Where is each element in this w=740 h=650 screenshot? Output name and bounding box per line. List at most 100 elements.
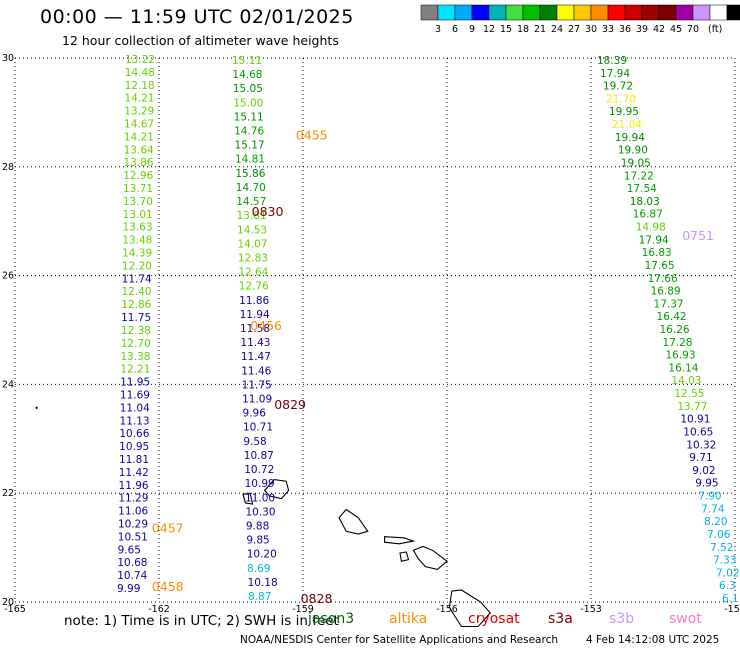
wave-height-value: 14.67 (124, 119, 154, 131)
wave-height-value: 11.75 (121, 312, 151, 324)
wave-height-value: 13.63 (122, 222, 152, 234)
wave-height-value: 12.18 (125, 80, 155, 92)
lat-tick-label: 20 (2, 597, 14, 608)
pass-time-label: 0458 (152, 579, 184, 594)
wave-height-value: 7.74 (701, 503, 725, 515)
island-outline (338, 508, 369, 535)
wave-height-value: 10.95 (119, 441, 149, 453)
wave-height-value: 6.3 (719, 580, 736, 592)
wave-height-value: 12.76 (239, 281, 269, 293)
wave-height-value: 19.72 (603, 81, 633, 93)
wave-height-value: 13.77 (677, 401, 707, 413)
wave-height-value: 9.71 (689, 452, 712, 464)
wave-height-value: 11.43 (240, 337, 270, 349)
credit-text: NOAA/NESDIS Center for Satellite Applica… (240, 634, 558, 646)
wave-height-value: 9.02 (692, 465, 715, 477)
wave-height-value: 11.04 (120, 402, 150, 414)
wave-height-value: 12.83 (238, 252, 268, 264)
wave-height-value: 8.69 (247, 563, 270, 575)
legend-item-s3b: s3b (609, 611, 635, 627)
pass-time-label: 0830 (252, 204, 284, 219)
lon-tick-label: -150 (724, 604, 740, 615)
wave-height-value: 11.81 (119, 454, 149, 466)
wave-height-value: 18.39 (597, 55, 627, 67)
wave-height-value: 7.02 (716, 567, 739, 579)
legend-item-altika: altika (389, 611, 428, 627)
wave-height-value: 15.17 (235, 140, 265, 152)
island-outline (448, 589, 491, 628)
wave-height-value: 14.76 (234, 126, 264, 138)
wave-height-value: 19.94 (615, 132, 645, 144)
lon-tick-label: -153 (580, 604, 602, 615)
wave-height-value: 17.66 (648, 273, 678, 285)
lat-tick-label: 28 (2, 162, 14, 173)
wave-height-value: 8.87 (248, 591, 271, 603)
wave-height-value: 11.95 (120, 377, 150, 389)
wave-height-value: 12.38 (121, 325, 151, 337)
wave-height-value: 10.72 (244, 464, 274, 476)
island-outline (384, 536, 416, 545)
island-outline (242, 492, 254, 505)
wave-height-value: 11.46 (241, 365, 271, 377)
pass-time-label: 0455 (296, 128, 328, 143)
wave-height-value: 17.28 (662, 337, 692, 349)
wave-height-value: 11.42 (119, 467, 149, 479)
wave-height-value: 10.71 (243, 422, 273, 434)
wave-height-value: 10.87 (244, 450, 274, 462)
wave-height-value: 13.64 (124, 144, 154, 156)
wave-height-value: 16.83 (642, 247, 672, 259)
wave-height-value: 13.81 (237, 210, 267, 222)
wave-height-value: 6.1 (722, 593, 739, 605)
wave-height-value: 13.86 (123, 157, 153, 169)
wave-height-value: 10.91 (680, 414, 710, 426)
lat-tick-label: 22 (2, 488, 14, 499)
wave-height-value: 14.70 (236, 182, 266, 194)
wave-height-value: 15.11 (232, 55, 262, 67)
wave-height-value: 15.05 (233, 83, 263, 95)
wave-height-value: 11.75 (242, 379, 272, 391)
wave-height-value: 17.94 (600, 68, 630, 80)
wave-height-value: 11.29 (118, 493, 148, 505)
wave-height-value: 7.90 (698, 491, 721, 503)
wave-height-value: 11.94 (240, 309, 270, 321)
wave-height-value: 9.65 (118, 544, 141, 556)
legend-item-swot: swot (669, 611, 702, 627)
wave-height-value: 12.20 (122, 260, 152, 272)
wave-height-value: 17.94 (639, 234, 669, 246)
wave-height-value: 12.96 (123, 170, 153, 182)
wave-height-value: 11.74 (122, 273, 152, 285)
wave-height-value: 12.70 (121, 338, 151, 350)
wave-height-value: 13.01 (123, 209, 153, 221)
wave-height-value: 17.65 (645, 260, 675, 272)
wave-height-value: 7.33 (713, 555, 736, 567)
wave-height-value: 16.89 (651, 286, 681, 298)
wave-height-value: 11.09 (242, 394, 272, 406)
wave-height-value: 14.81 (235, 154, 265, 166)
wave-height-value: 13.71 (123, 183, 153, 195)
wave-height-value: 14.48 (125, 67, 155, 79)
wave-height-value: 21.04 (612, 119, 642, 131)
wave-height-value: 10.99 (245, 478, 275, 490)
wave-height-value: 16.93 (665, 350, 695, 362)
wave-height-value: 11.86 (239, 295, 269, 307)
wave-height-value: 14.57 (236, 196, 266, 208)
island-outline (412, 545, 448, 570)
wave-height-value: 18.03 (630, 196, 660, 208)
wave-height-value: 14.07 (237, 238, 267, 250)
pass-time-label: 0828 (301, 591, 333, 606)
wave-height-value: 16.14 (668, 362, 698, 374)
pass-time-label: 0457 (152, 520, 184, 535)
island-outline (399, 551, 410, 562)
map-title: 00:00 — 11:59 UTC 02/01/2025 (40, 6, 354, 28)
wave-height-value: 10.32 (686, 439, 716, 451)
wave-height-value: 10.66 (119, 428, 149, 440)
wave-height-value: 13.48 (122, 235, 152, 247)
wave-height-value: 13.22 (125, 54, 155, 66)
wave-height-value: 9.96 (243, 408, 267, 420)
satellite-legend: jason3 altika cryosat s3a s3b swot (0, 611, 740, 631)
wave-height-value: 12.40 (121, 286, 151, 298)
wave-height-value: 11.00 (245, 492, 275, 504)
footer-note: note: 1) Time is in UTC; 2) SWH is in fe… (64, 613, 339, 629)
wave-height-value: 10.51 (118, 531, 148, 543)
